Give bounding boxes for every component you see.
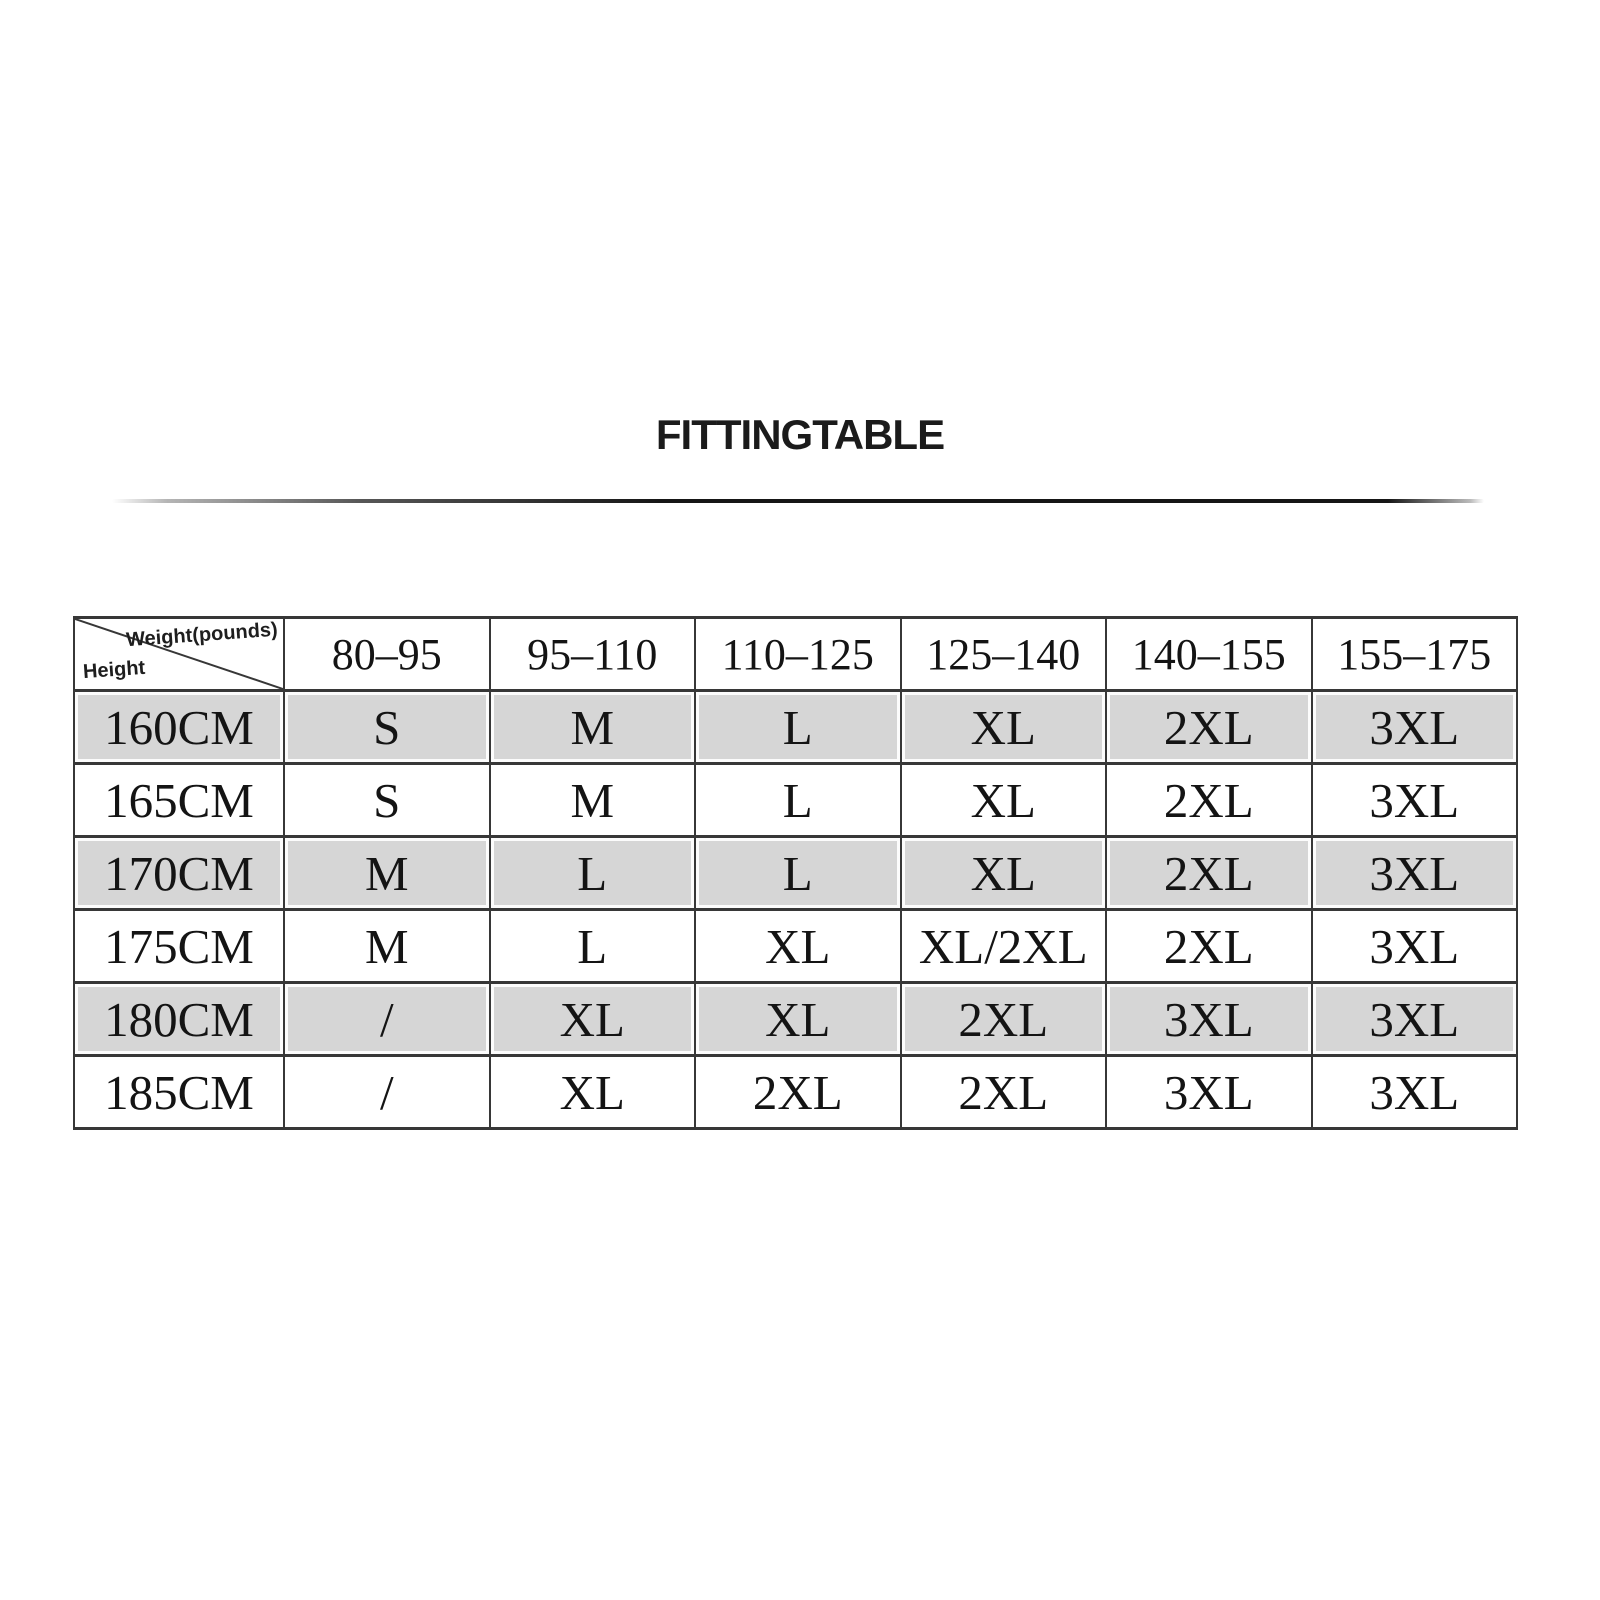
height-cell: 185CM [73, 1054, 285, 1130]
table-row-180cm: 180CM / XL XL 2XL 3XL 3XL [73, 981, 1518, 1057]
weight-column-header-3: 125–140 [899, 616, 1107, 692]
weight-column-header-4: 140–155 [1105, 616, 1313, 692]
size-cell: 3XL [1105, 1054, 1313, 1130]
size-cell: 3XL [1310, 1054, 1518, 1130]
title-divider [112, 499, 1484, 503]
table-row-175cm: 175CM M L XL XL/2XL 2XL 3XL [73, 908, 1518, 984]
weight-column-header-1: 95–110 [488, 616, 696, 692]
size-cell: 3XL [1310, 689, 1518, 765]
size-cell: XL/2XL [899, 908, 1107, 984]
size-cell: 2XL [1105, 762, 1313, 838]
size-cell: L [488, 835, 696, 911]
size-cell: S [283, 689, 491, 765]
table-row-165cm: 165CM S M L XL 2XL 3XL [73, 762, 1518, 838]
size-cell: 3XL [1310, 908, 1518, 984]
size-fitting-table: Weight(pounds) Height 80–95 95–110 110–125… [73, 616, 1518, 1130]
size-cell: 2XL [899, 1054, 1107, 1130]
size-cell: XL [694, 981, 902, 1057]
height-cell: 175CM [73, 908, 285, 984]
diagonal-line [75, 619, 283, 689]
table-row-170cm: 170CM M L L XL 2XL 3XL [73, 835, 1518, 911]
weight-column-header-0: 80–95 [283, 616, 491, 692]
weight-column-header-2: 110–125 [694, 616, 902, 692]
size-cell: XL [488, 1054, 696, 1130]
size-cell: / [283, 981, 491, 1057]
size-cell: 2XL [1105, 689, 1313, 765]
size-cell: 3XL [1310, 762, 1518, 838]
height-cell: 180CM [73, 981, 285, 1057]
size-cell: M [488, 762, 696, 838]
size-cell: / [283, 1054, 491, 1130]
size-cell: M [488, 689, 696, 765]
size-cell: L [694, 762, 902, 838]
height-cell: 165CM [73, 762, 285, 838]
size-cell: S [283, 762, 491, 838]
size-cell: 2XL [899, 981, 1107, 1057]
size-cell: L [694, 835, 902, 911]
size-cell: XL [899, 762, 1107, 838]
size-cell: XL [694, 908, 902, 984]
size-cell: 3XL [1310, 981, 1518, 1057]
size-cell: 2XL [694, 1054, 902, 1130]
corner-cell: Weight(pounds) Height [73, 616, 285, 692]
size-cell: XL [899, 835, 1107, 911]
size-cell: 3XL [1105, 981, 1313, 1057]
size-cell: 3XL [1310, 835, 1518, 911]
size-cell: 2XL [1105, 908, 1313, 984]
size-cell: L [488, 908, 696, 984]
page-title: FITTINGTABLE [655, 411, 945, 458]
size-cell: XL [488, 981, 696, 1057]
size-cell: L [694, 689, 902, 765]
size-cell: XL [899, 689, 1107, 765]
height-cell: 160CM [73, 689, 285, 765]
table-row-160cm: 160CM S M L XL 2XL 3XL [73, 689, 1518, 765]
height-cell: 170CM [73, 835, 285, 911]
size-cell: 2XL [1105, 835, 1313, 911]
corner-height-label: Height [82, 656, 146, 684]
size-cell: M [283, 835, 491, 911]
size-cell: M [283, 908, 491, 984]
table-header-row: Weight(pounds) Height 80–95 95–110 110–125… [73, 616, 1518, 692]
weight-column-header-5: 155–175 [1310, 616, 1518, 692]
table-row-185cm: 185CM / XL 2XL 2XL 3XL 3XL [73, 1054, 1518, 1130]
